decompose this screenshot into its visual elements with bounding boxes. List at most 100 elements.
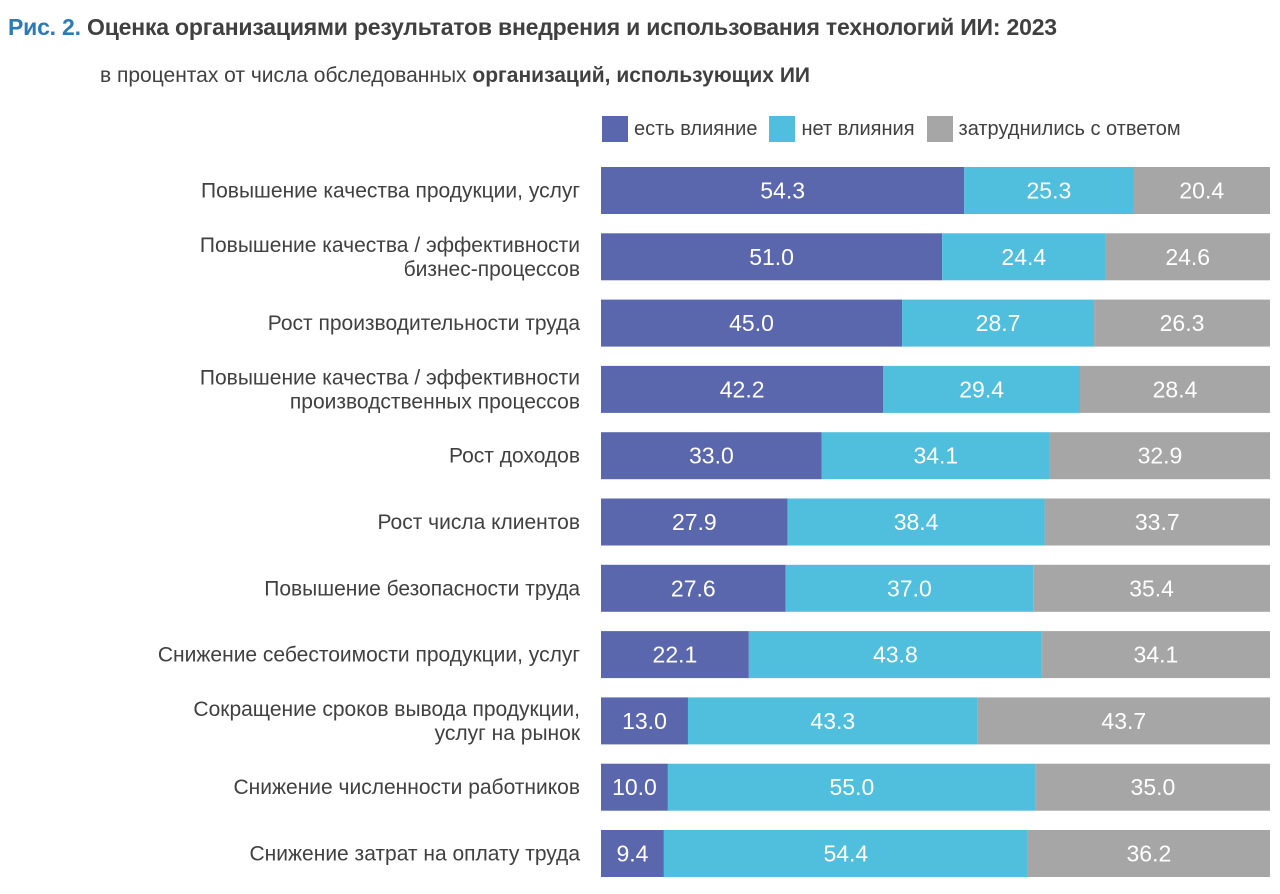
bar-segment: [601, 365, 884, 413]
category-label-line: Снижение численности работников: [233, 776, 580, 799]
data-label: 37.0: [887, 575, 932, 601]
bar-segment: [1094, 299, 1270, 347]
data-label: 54.4: [823, 841, 868, 867]
data-label: 34.1: [1134, 642, 1179, 668]
bar-segment: [663, 830, 1028, 877]
bar-segment: [902, 299, 1095, 347]
category-label: Снижение численности работников: [233, 776, 580, 799]
data-label: 28.7: [976, 310, 1021, 336]
chart-title: Рис. 2. Оценка организациями результатов…: [8, 14, 1057, 41]
category-label: Рост доходов: [449, 445, 580, 468]
bar-segment: [1049, 432, 1270, 480]
category-label-line: Повышение качества / эффективности: [200, 234, 580, 257]
data-label: 33.0: [689, 443, 734, 469]
legend-swatch: [926, 116, 953, 142]
bar-segment: [942, 233, 1106, 281]
category-label: Снижение себестоимости продукции, услуг: [158, 644, 580, 667]
data-label: 10.0: [612, 774, 657, 800]
chart-subtitle: в процентах от числа обследованных орган…: [100, 64, 810, 88]
bar-segment: [1133, 167, 1270, 214]
data-label: 25.3: [1027, 178, 1072, 204]
category-label-line: Рост числа клиентов: [377, 511, 580, 534]
data-label: 32.9: [1138, 443, 1183, 469]
bar-segment: [1041, 631, 1270, 679]
data-label: 28.4: [1153, 376, 1198, 402]
bar-segment: [748, 631, 1042, 679]
bar-segment: [787, 498, 1045, 546]
legend-label: затруднились с ответом: [958, 117, 1181, 140]
data-label: 54.3: [760, 178, 805, 204]
bar-segment: [964, 167, 1134, 214]
legend-swatch: [769, 116, 796, 142]
category-label-line: Рост доходов: [449, 445, 580, 468]
category-label-line: Снижение себестоимости продукции, услуг: [158, 644, 580, 667]
data-label: 22.1: [653, 642, 698, 668]
bar-segment: [667, 763, 1036, 811]
bar-segment: [1033, 564, 1270, 612]
category-label: Повышение качества / эффективности произв…: [200, 366, 580, 413]
data-label: 36.2: [1127, 841, 1172, 867]
bar-segment: [601, 233, 943, 281]
bar-segment: [601, 564, 786, 612]
data-label: 38.4: [894, 509, 939, 535]
data-label: 26.3: [1160, 310, 1205, 336]
data-label: 55.0: [829, 774, 874, 800]
data-label: 51.0: [749, 244, 794, 270]
category-label-line: Рост производительности труда: [268, 312, 581, 335]
data-label: 9.4: [616, 841, 648, 867]
bar-segment: [601, 697, 688, 745]
category-label-line: Сокращение сроков вывода продукции,: [193, 698, 580, 721]
data-label: 43.3: [810, 708, 855, 734]
bar-segment: [601, 631, 749, 679]
data-label: 35.4: [1129, 575, 1174, 601]
category-label-line: услуг на рынок: [435, 722, 581, 745]
bar-segment: [883, 365, 1081, 413]
legend-item: затруднились с ответом: [926, 116, 1181, 142]
bar-segment: [601, 299, 903, 347]
legend-swatch: [602, 116, 628, 142]
category-label-line: Снижение затрат на оплату труда: [250, 843, 581, 866]
category-label-line: бизнес-процессов: [404, 258, 580, 281]
data-label: 13.0: [622, 708, 667, 734]
bar-segment: [601, 830, 664, 877]
category-label-line: производственных процессов: [290, 390, 580, 413]
data-label: 43.8: [873, 642, 918, 668]
category-label: Повышение качества продукции, услуг: [201, 180, 580, 203]
data-label: 27.6: [671, 575, 716, 601]
category-label: Повышение безопасности труда: [264, 577, 580, 600]
bar-segment: [687, 697, 978, 745]
title-text: Оценка организациями результатов внедрен…: [87, 14, 1057, 40]
category-label: Снижение затрат на оплату труда: [250, 843, 581, 866]
data-label: 43.7: [1101, 708, 1146, 734]
data-label: 45.0: [729, 310, 774, 336]
category-label-line: Повышение качества продукции, услуг: [201, 180, 580, 203]
data-label: 24.6: [1165, 244, 1210, 270]
legend-item: нет влияния: [769, 116, 915, 142]
subtitle-bold: организаций, использующих ИИ: [472, 64, 811, 87]
bar-segment: [1080, 365, 1270, 413]
data-label: 35.0: [1131, 774, 1176, 800]
bar-segment: [1035, 763, 1270, 811]
category-label-line: Повышение качества / эффективности: [200, 366, 580, 389]
bar-segment: [601, 498, 788, 546]
bar-segment: [1044, 498, 1270, 546]
data-label: 29.4: [959, 376, 1004, 402]
data-label: 33.7: [1135, 509, 1180, 535]
data-label: 20.4: [1179, 178, 1224, 204]
bar-segment: [1105, 233, 1270, 281]
legend-item: есть влияние: [602, 116, 757, 142]
bar-segment: [601, 763, 668, 811]
category-label: Сокращение сроков вывода продукции, услуг…: [193, 698, 580, 745]
data-label: 34.1: [913, 443, 958, 469]
chart-legend: есть влияние нет влияния затруднились с от…: [602, 115, 1193, 143]
bar-segment: [821, 432, 1050, 480]
category-label: Рост производительности труда: [268, 312, 581, 335]
data-label: 24.4: [1001, 244, 1046, 270]
subtitle-plain: в процентах от числа обследованных: [100, 64, 473, 87]
legend-label: есть влияние: [634, 117, 758, 140]
bar-segment: [601, 167, 965, 214]
bar-segment: [785, 564, 1034, 612]
bar-segment: [977, 697, 1270, 745]
figure-number: Рис. 2.: [8, 14, 81, 40]
